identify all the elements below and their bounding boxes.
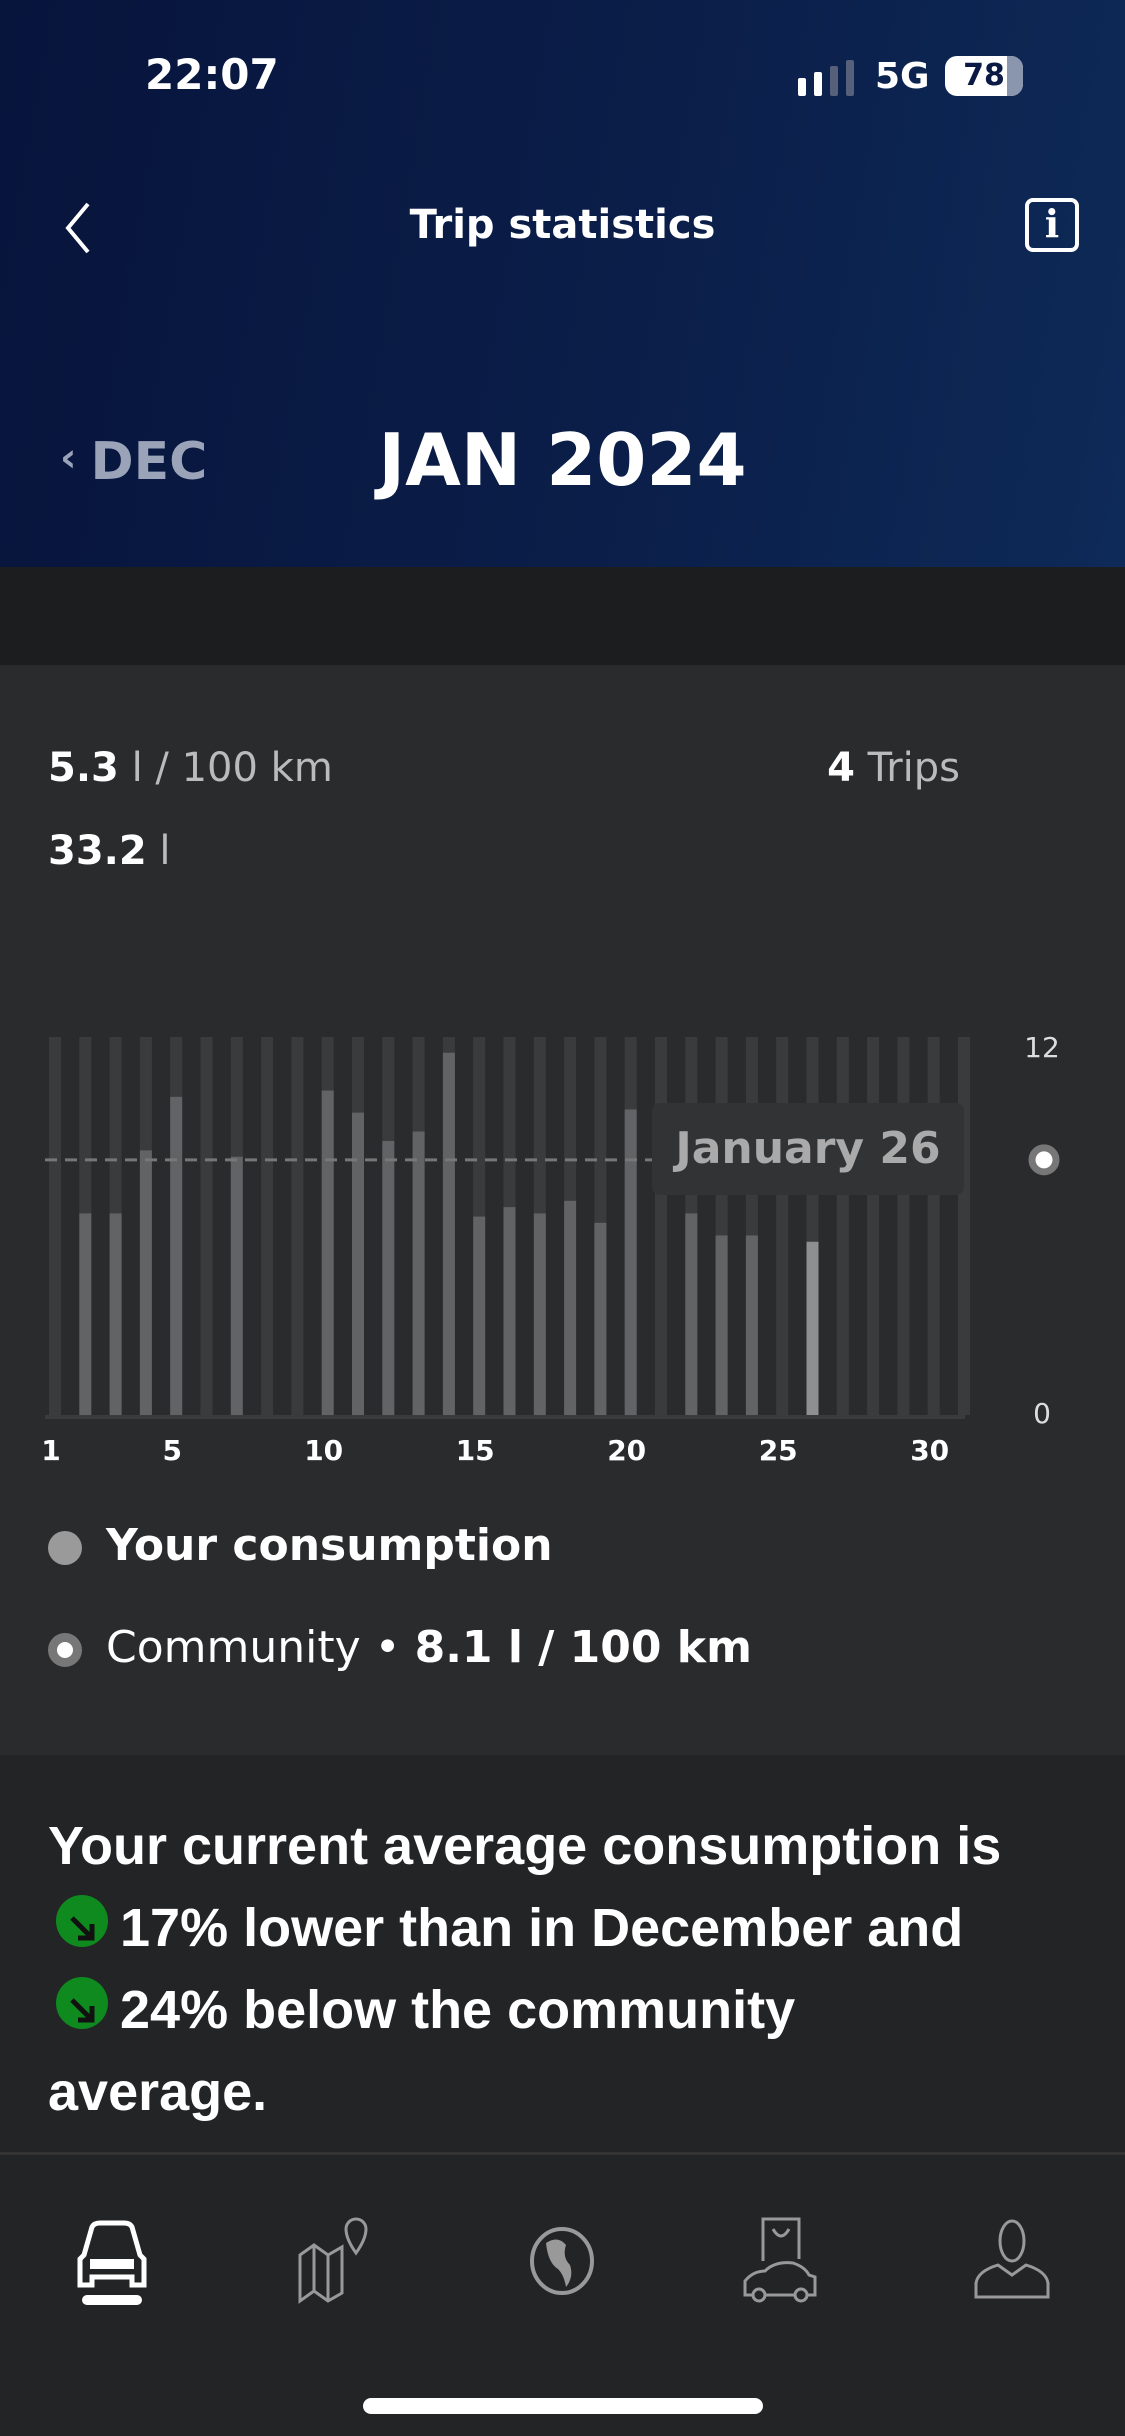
x-tick-label: 1 [41, 1434, 60, 1467]
bar[interactable] [79, 1213, 92, 1415]
tab-globe-icon[interactable] [512, 2215, 612, 2305]
bar[interactable] [382, 1140, 395, 1415]
tab-profile-icon[interactable] [962, 2215, 1062, 2305]
bar[interactable] [321, 1090, 334, 1415]
summary-line: 24% below the community [120, 1980, 796, 2040]
avg-value: 5.3 [48, 745, 119, 791]
bar-track [655, 1037, 667, 1415]
tooltip-label: January 26 [672, 1123, 940, 1174]
info-icon[interactable]: i [1025, 198, 1079, 252]
legend-label: Your consumption [106, 1520, 553, 1571]
bar-track [897, 1037, 910, 1415]
trips-value: 4 [827, 745, 855, 791]
x-tick-label: 10 [304, 1434, 343, 1467]
previous-month-label: DEC [90, 432, 208, 492]
trend-down-icon [56, 1895, 108, 1947]
tab-map-icon[interactable] [290, 2215, 390, 2305]
signal-icon [798, 60, 854, 96]
battery-icon: 78 [945, 56, 1023, 96]
home-indicator[interactable] [363, 2398, 763, 2414]
bar[interactable] [503, 1207, 516, 1415]
bar-track [776, 1037, 789, 1415]
bar-track [958, 1037, 970, 1415]
divider-band [0, 567, 1125, 665]
bar-track [261, 1037, 274, 1415]
bar-track [291, 1037, 304, 1415]
bar[interactable] [473, 1216, 486, 1415]
bar[interactable] [715, 1235, 728, 1415]
summary-text: Your current average consumption is 17% … [48, 1805, 1108, 2133]
bar[interactable] [594, 1222, 607, 1415]
summary-line: 17% lower than in December and [120, 1898, 964, 1958]
y-tick-label: 12 [1024, 1031, 1060, 1064]
bar-track [200, 1037, 213, 1415]
total-unit: l [159, 828, 171, 874]
bar-track [867, 1037, 880, 1415]
bar[interactable] [412, 1131, 425, 1416]
x-tick-label: 20 [607, 1434, 646, 1467]
tab-shop-icon[interactable] [735, 2215, 835, 2305]
bar[interactable] [230, 1156, 243, 1415]
bar[interactable] [533, 1213, 546, 1415]
legend-dot-icon [48, 1531, 82, 1565]
x-tick-label: 25 [759, 1434, 798, 1467]
trips-label: Trips [867, 745, 960, 791]
average-consumption: 5.3 l / 100 km [48, 745, 333, 791]
current-month: JAN 2024 [378, 418, 747, 502]
bar[interactable] [139, 1150, 152, 1415]
bar[interactable] [806, 1241, 819, 1415]
trend-down-icon [56, 1977, 108, 2029]
community-value: 8.1 l / 100 km [414, 1622, 752, 1673]
bar-track [836, 1037, 849, 1415]
tab-car-icon[interactable] [62, 2215, 162, 2305]
bar[interactable] [170, 1096, 183, 1415]
y-tick-label: 0 [1033, 1397, 1051, 1430]
bar[interactable] [109, 1213, 122, 1415]
page-title: Trip statistics [409, 202, 716, 248]
battery-level: 78 [963, 58, 1005, 93]
avg-unit: l / 100 km [131, 745, 333, 791]
bar[interactable] [624, 1109, 637, 1415]
summary-line: Your current average consumption is [48, 1816, 1002, 1876]
bar-track [49, 1037, 61, 1415]
bar[interactable] [352, 1112, 364, 1415]
previous-month-button[interactable]: ‹ DEC [60, 432, 207, 492]
bar[interactable] [745, 1235, 758, 1415]
network-type: 5G [875, 56, 930, 97]
legend-your-consumption: Your consumption [48, 1520, 553, 1571]
bar[interactable] [442, 1052, 455, 1415]
status-time: 22:07 [145, 50, 279, 99]
selected-day-tooltip [652, 1103, 964, 1195]
community-marker [1028, 1144, 1060, 1176]
x-tick-label: 5 [162, 1434, 181, 1467]
legend-ring-icon [48, 1633, 82, 1667]
x-tick-label: 30 [910, 1434, 949, 1467]
legend-separator: • [360, 1622, 415, 1673]
bar-track [927, 1037, 940, 1415]
back-chevron-icon[interactable] [62, 200, 92, 256]
x-tick-label: 15 [456, 1434, 495, 1467]
legend-community: Community • 8.1 l / 100 km [48, 1622, 752, 1673]
total-fuel: 33.2 l [48, 828, 171, 874]
summary-line: average. [48, 2062, 268, 2122]
total-value: 33.2 [48, 828, 147, 874]
active-tab-indicator [82, 2295, 142, 2305]
tab-bar [0, 2152, 1125, 2436]
bar[interactable] [564, 1200, 577, 1415]
header [0, 0, 1125, 567]
chevron-left-icon: ‹ [60, 435, 77, 481]
legend-label: Community [106, 1622, 361, 1673]
trip-count: 4 Trips [827, 745, 960, 791]
bar[interactable] [685, 1213, 698, 1415]
